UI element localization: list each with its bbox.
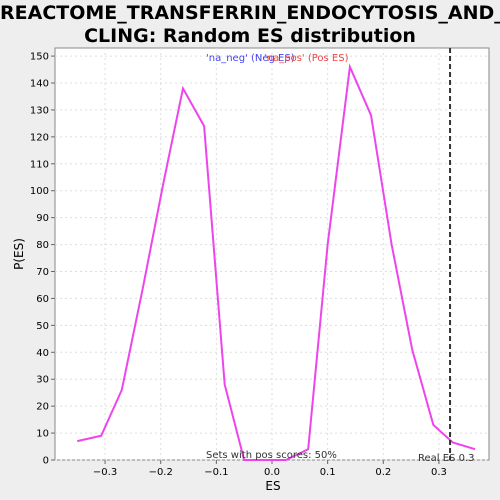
y-tick-label: 30	[36, 375, 49, 386]
y-tick-label: 80	[36, 240, 49, 251]
x-tick-label: 0.0	[264, 467, 280, 478]
chart-title-line1: REACTOME_TRANSFERRIN_ENDOCYTOSIS_AND_REC…	[0, 2, 500, 24]
x-tick-label: −0.1	[204, 467, 228, 478]
x-axis-ticks: −0.3 −0.2 −0.1 0.0 0.1 0.2 0.3	[93, 460, 447, 478]
x-tick-label: 0.1	[320, 467, 336, 478]
y-tick-label: 150	[30, 52, 49, 63]
y-tick-label: 20	[36, 402, 49, 413]
y-tick-label: 120	[30, 132, 49, 143]
y-tick-label: 10	[36, 429, 49, 440]
y-tick-label: 70	[36, 267, 49, 278]
y-tick-label: 90	[36, 213, 49, 224]
y-tick-label: 40	[36, 348, 49, 359]
y-axis-ticks: 0 10 20 30 40 50 60 70 80 90 100 110 120 130 140 150	[30, 52, 55, 467]
y-tick-label: 60	[36, 294, 49, 305]
grid-lines	[55, 48, 489, 461]
chart-title-line2: CLING: Random ES distribution	[84, 25, 416, 47]
x-tick-label: −0.2	[149, 467, 173, 478]
real-es-label: Real ES 0.3	[418, 453, 474, 464]
x-tick-label: 0.2	[375, 467, 391, 478]
y-tick-label: 50	[36, 321, 49, 332]
series-line	[77, 63, 476, 461]
x-tick-label: 0.3	[431, 467, 447, 478]
y-tick-label: 100	[30, 186, 49, 197]
pos-scores-annotation: Sets with pos scores: 50%	[206, 450, 337, 461]
y-tick-label: 130	[30, 105, 49, 116]
y-tick-label: 110	[30, 159, 49, 170]
legend-pos: 'na_pos' (Pos ES)	[264, 53, 349, 64]
y-tick-label: 0	[43, 456, 49, 467]
x-axis-label: ES	[265, 479, 280, 493]
chart-title: REACTOME_TRANSFERRIN_ENDOCYTOSIS_AND_REC…	[0, 2, 500, 48]
y-axis-label: P(ES)	[12, 238, 26, 270]
y-tick-label: 140	[30, 79, 49, 90]
legend-neg: 'na_neg' (Neg ES)	[206, 53, 295, 64]
x-tick-label: −0.3	[93, 467, 117, 478]
